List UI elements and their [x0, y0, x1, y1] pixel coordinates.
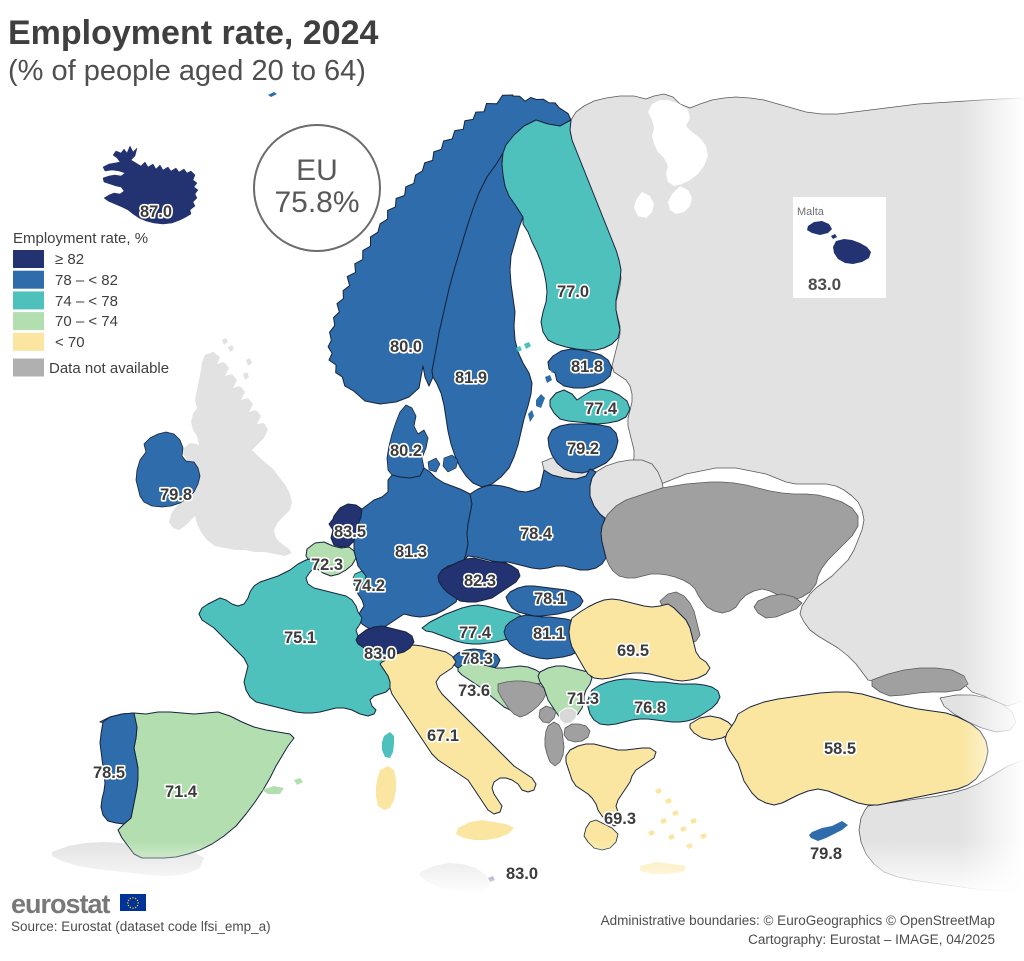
svg-text:67.1: 67.1 [427, 727, 459, 745]
svg-text:80.2: 80.2 [390, 442, 422, 460]
svg-text:82.3: 82.3 [464, 572, 496, 590]
svg-text:EU: EU [296, 154, 338, 187]
svg-text:73.6: 73.6 [458, 682, 490, 700]
svg-text:eurostat: eurostat [11, 889, 111, 919]
svg-text:76.8: 76.8 [634, 699, 666, 717]
svg-text:58.5: 58.5 [824, 740, 856, 758]
svg-text:83.0: 83.0 [364, 645, 396, 663]
svg-text:75.1: 75.1 [284, 629, 316, 647]
svg-text:81.1: 81.1 [533, 625, 565, 643]
svg-text:Employment rate, 2024: Employment rate, 2024 [8, 14, 378, 52]
svg-text:Administrative boundaries: © E: Administrative boundaries: © EuroGeograp… [601, 913, 995, 928]
svg-text:75.8%: 75.8% [274, 186, 359, 219]
svg-text:81.9: 81.9 [455, 369, 487, 387]
svg-text:Malta: Malta [797, 206, 825, 218]
svg-text:77.4: 77.4 [459, 624, 492, 642]
svg-text:78.4: 78.4 [520, 525, 553, 543]
svg-text:78.5: 78.5 [93, 764, 125, 782]
svg-text:79.2: 79.2 [567, 440, 599, 458]
svg-text:Cartography: Eurostat – IMAGE,: Cartography: Eurostat – IMAGE, 04/2025 [748, 932, 995, 947]
svg-text:69.3: 69.3 [604, 810, 636, 828]
svg-text:81.8: 81.8 [571, 358, 603, 376]
svg-text:78 – < 82: 78 – < 82 [55, 272, 118, 289]
svg-text:79.8: 79.8 [810, 845, 842, 863]
svg-text:Employment rate, %: Employment rate, % [13, 230, 148, 247]
svg-text:81.3: 81.3 [395, 543, 427, 561]
svg-text:83.5: 83.5 [334, 523, 366, 541]
svg-text:< 70: < 70 [55, 334, 85, 351]
svg-text:74 – < 78: 74 – < 78 [55, 293, 118, 310]
svg-text:Data not available: Data not available [49, 360, 169, 377]
svg-text:70 – < 74: 70 – < 74 [55, 313, 118, 330]
svg-text:79.8: 79.8 [160, 486, 192, 504]
svg-text:77.4: 77.4 [585, 400, 618, 418]
svg-text:Source: Eurostat (dataset code: Source: Eurostat (dataset code lfsi_emp_… [11, 919, 271, 934]
svg-text:83.0: 83.0 [808, 275, 841, 294]
svg-text:83.0: 83.0 [506, 865, 538, 883]
svg-text:72.3: 72.3 [311, 556, 343, 574]
svg-text:78.3: 78.3 [461, 650, 493, 668]
svg-text:71.3: 71.3 [567, 690, 599, 708]
svg-text:≥ 82: ≥ 82 [55, 251, 84, 268]
svg-text:71.4: 71.4 [165, 783, 198, 801]
svg-text:80.0: 80.0 [390, 338, 422, 356]
svg-text:87.0: 87.0 [140, 203, 172, 221]
svg-text:78.1: 78.1 [534, 590, 566, 608]
svg-text:74.2: 74.2 [353, 577, 385, 595]
svg-text:(% of people aged 20 to 64): (% of people aged 20 to 64) [8, 55, 366, 87]
svg-text:77.0: 77.0 [557, 283, 589, 301]
svg-text:69.5: 69.5 [617, 642, 649, 660]
